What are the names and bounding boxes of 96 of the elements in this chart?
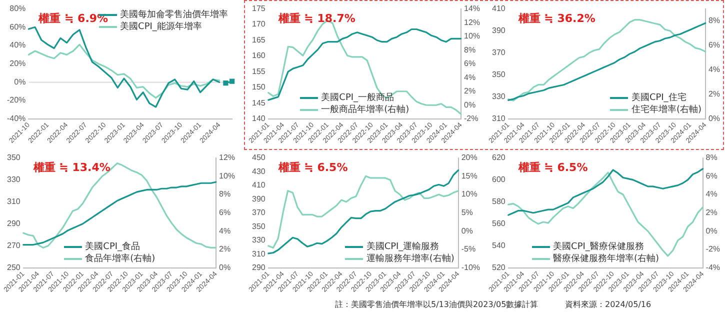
y2-tick-label: 5% — [461, 208, 473, 218]
y-tick-label: 430 — [252, 166, 266, 176]
y-tick-label: 60% — [10, 22, 26, 32]
y-tick-label: 620 — [492, 153, 506, 162]
y2-tick-label: 2% — [706, 208, 718, 218]
legend-label: 食品年增率(右軸) — [85, 252, 156, 266]
y2-tick-label: 8% — [218, 190, 231, 199]
y-tick-label: 290 — [252, 263, 266, 272]
y-tick-label: 450 — [252, 153, 266, 162]
chart-title: 權重 ≒ 13.4% — [33, 160, 110, 175]
y2-tick-label: 0% — [706, 226, 718, 236]
y-tick-label: 310 — [492, 114, 506, 124]
y-tick-label: 330 — [252, 236, 266, 245]
y2-tick-label: 12% — [218, 153, 236, 162]
y2-tick-label: 6% — [706, 171, 718, 180]
y2-tick-label: -10% — [461, 263, 480, 272]
chart-title: 權重 ≒ 6.5% — [518, 160, 588, 175]
y2-tick-label: 0% — [708, 114, 720, 124]
y2-tick-label: 14% — [464, 4, 480, 14]
y-tick-label: 270 — [6, 241, 21, 250]
legend-label: 醫療保健服務年增率(右軸) — [553, 252, 660, 266]
y2-tick-label: 10% — [218, 171, 236, 180]
y-tick-label: 580 — [492, 197, 506, 206]
text: 註：美國零售油價年增率以5/13油價與2023/05數據計算 — [335, 299, 538, 310]
y2-tick-label: 20% — [461, 153, 478, 162]
legend-label: 美國CPI_一般商品 — [321, 92, 394, 104]
y-tick-label: 600 — [492, 175, 506, 184]
y-tick-label: 410 — [252, 180, 266, 190]
y-tick-label: 410 — [492, 4, 506, 14]
y-tick-label: 330 — [492, 92, 506, 102]
y2-tick-label: 4% — [464, 72, 476, 82]
source-note: 資料來源：2024/05/16 — [565, 299, 652, 310]
y-tick-label: 330 — [6, 175, 21, 184]
y-tick-label: 40% — [10, 40, 26, 50]
y2-tick-label: 6% — [708, 40, 720, 50]
y-tick-label: 170 — [252, 20, 266, 29]
y2-tick-label: 6% — [218, 208, 231, 218]
y2-tick-label: 6% — [464, 59, 476, 68]
y2-tick-label: 4% — [708, 65, 720, 74]
y2-tick-label: 2% — [218, 244, 231, 254]
y2-tick-label: 0% — [461, 226, 473, 236]
legend-label: 美國CPI_食品 — [85, 240, 140, 254]
y2-tick-label: 8% — [708, 16, 720, 26]
chart-title: 權重 ≒ 6.5% — [278, 160, 348, 175]
y2-tick-label: 4% — [706, 190, 718, 199]
y-tick-label: 310 — [6, 197, 21, 206]
y2-tick-label: 10% — [464, 32, 480, 41]
y-tick-label: 290 — [6, 219, 21, 228]
legend-label: 住宅年增率(右軸) — [631, 104, 702, 116]
y2-tick-label: 15% — [461, 171, 478, 180]
y2-tick-label: -2% — [706, 244, 720, 254]
legend-label: 美國CPI_醫療保健服務 — [553, 240, 644, 254]
legend-label: 運輸服務年增率(右軸) — [366, 252, 454, 266]
y-tick-label: -20% — [6, 96, 26, 105]
y-tick-label: 160 — [252, 51, 266, 60]
y-tick-label: 560 — [492, 219, 506, 228]
y-tick-label: 175 — [252, 4, 266, 14]
legend-label: 美國CPI_運輸服務 — [366, 240, 440, 254]
y-tick-label: 540 — [492, 241, 506, 250]
y-tick-label: 370 — [492, 48, 506, 58]
legend-label: 美國每加侖零售油價年增率 — [120, 8, 228, 22]
y2-tick-label: 8% — [464, 45, 476, 54]
legend-label: 美國CPI_能源年增率 — [120, 20, 202, 34]
legend-label: 美國CPI_住宅 — [631, 92, 686, 104]
y-tick-label: 390 — [492, 26, 506, 36]
y2-tick-label: 2% — [464, 86, 476, 96]
y2-tick-label: 4% — [218, 226, 231, 236]
y-tick-label: 350 — [252, 222, 266, 231]
y-tick-label: 155 — [252, 66, 266, 76]
y-tick-label: 140 — [252, 114, 266, 124]
y2-tick-label: 8% — [706, 153, 718, 162]
y2-tick-label: 10% — [461, 190, 478, 199]
y-tick-label: 390 — [252, 194, 266, 204]
y-tick-label: 350 — [492, 70, 506, 80]
y2-tick-label: 12% — [464, 18, 480, 27]
y-tick-label: -40% — [6, 114, 26, 124]
y-tick-label: 80% — [10, 4, 26, 14]
y2-tick-label: -4% — [706, 263, 720, 272]
y-tick-label: 250 — [6, 263, 21, 272]
y-tick-label: 165 — [252, 35, 266, 44]
y-tick-label: 350 — [6, 153, 21, 162]
y-tick-label: 0% — [14, 77, 26, 86]
y-tick-label: 150 — [252, 82, 266, 92]
chart-title: 權重 ≒ 36.2% — [518, 10, 596, 26]
y2-tick-label: -2% — [464, 114, 478, 124]
y-tick-label: 520 — [492, 263, 506, 272]
y2-tick-label: 0% — [218, 263, 231, 272]
y2-tick-label: -5% — [461, 244, 476, 254]
y2-tick-label: 2% — [708, 90, 720, 99]
y-tick-label: 20% — [10, 59, 26, 68]
legend-label: 一般商品年增率(右軸) — [321, 104, 410, 116]
y2-tick-label: 0% — [464, 100, 476, 110]
chart-title: 權重 ≒ 18.7% — [278, 10, 356, 26]
y-tick-label: 145 — [252, 98, 266, 108]
y-tick-label: 370 — [252, 208, 266, 218]
y-tick-label: 310 — [252, 249, 266, 258]
